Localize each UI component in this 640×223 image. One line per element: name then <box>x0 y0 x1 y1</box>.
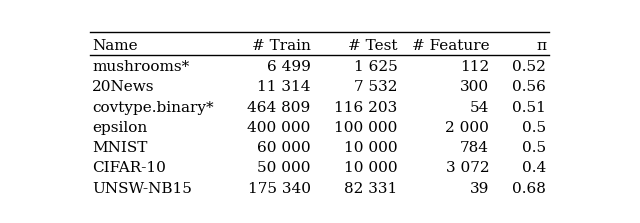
Text: 112: 112 <box>460 60 489 74</box>
Text: 100 000: 100 000 <box>334 121 397 135</box>
Text: # Test: # Test <box>348 39 397 53</box>
Text: 300: 300 <box>460 80 489 94</box>
Text: # Feature: # Feature <box>412 39 489 53</box>
Text: 60 000: 60 000 <box>257 141 310 155</box>
Text: MNIST: MNIST <box>92 141 148 155</box>
Text: 0.68: 0.68 <box>513 182 547 196</box>
Text: Name: Name <box>92 39 138 53</box>
Text: 39: 39 <box>470 182 489 196</box>
Text: 82 331: 82 331 <box>344 182 397 196</box>
Text: mushrooms*: mushrooms* <box>92 60 189 74</box>
Text: 7 532: 7 532 <box>354 80 397 94</box>
Text: 0.52: 0.52 <box>513 60 547 74</box>
Text: 464 809: 464 809 <box>248 101 310 115</box>
Text: 175 340: 175 340 <box>248 182 310 196</box>
Text: 0.5: 0.5 <box>522 121 547 135</box>
Text: 0.56: 0.56 <box>513 80 547 94</box>
Text: 6 499: 6 499 <box>267 60 310 74</box>
Text: 50 000: 50 000 <box>257 161 310 175</box>
Text: 11 314: 11 314 <box>257 80 310 94</box>
Text: 0.5: 0.5 <box>522 141 547 155</box>
Text: 2 000: 2 000 <box>445 121 489 135</box>
Text: 3 072: 3 072 <box>445 161 489 175</box>
Text: UNSW-NB15: UNSW-NB15 <box>92 182 192 196</box>
Text: 54: 54 <box>470 101 489 115</box>
Text: 400 000: 400 000 <box>247 121 310 135</box>
Text: epsilon: epsilon <box>92 121 148 135</box>
Text: 20News: 20News <box>92 80 155 94</box>
Text: 1 625: 1 625 <box>354 60 397 74</box>
Text: π: π <box>536 39 547 53</box>
Text: covtype.binary*: covtype.binary* <box>92 101 214 115</box>
Text: CIFAR-10: CIFAR-10 <box>92 161 166 175</box>
Text: 0.4: 0.4 <box>522 161 547 175</box>
Text: 116 203: 116 203 <box>334 101 397 115</box>
Text: 10 000: 10 000 <box>344 161 397 175</box>
Text: 784: 784 <box>460 141 489 155</box>
Text: 0.51: 0.51 <box>513 101 547 115</box>
Text: # Train: # Train <box>252 39 310 53</box>
Text: 10 000: 10 000 <box>344 141 397 155</box>
